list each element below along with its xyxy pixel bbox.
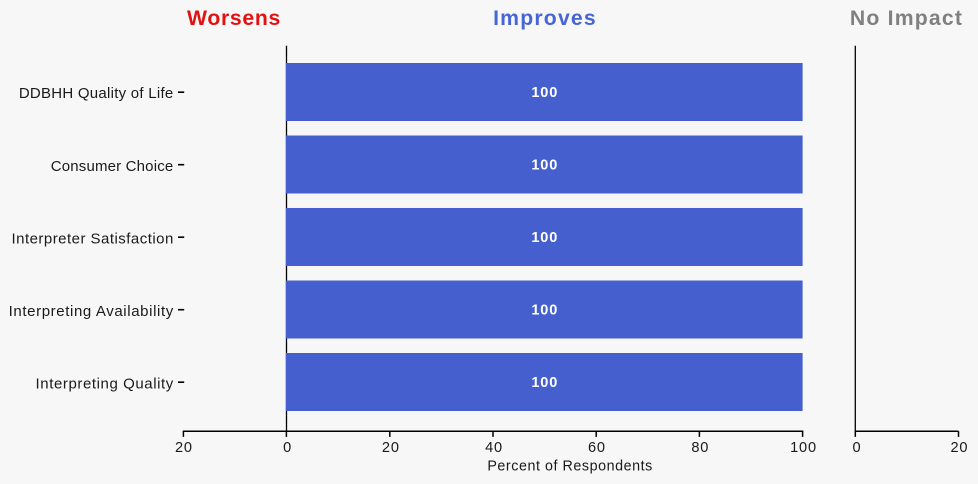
svg-text:DDBHH Quality of Life: DDBHH Quality of Life [19,85,174,102]
svg-text:Interpreting Quality: Interpreting Quality [36,376,174,393]
svg-text:100: 100 [531,230,558,246]
svg-text:100: 100 [531,303,558,319]
svg-text:80: 80 [691,440,709,456]
svg-text:40: 40 [485,440,503,456]
svg-text:Interpreting Availability: Interpreting Availability [9,303,174,320]
svg-text:0: 0 [853,440,862,456]
svg-text:Worsens: Worsens [187,7,281,30]
svg-text:100: 100 [531,375,558,391]
svg-text:Interpreter Satisfaction: Interpreter Satisfaction [11,230,173,247]
svg-text:20: 20 [950,440,968,456]
svg-text:100: 100 [531,158,558,174]
svg-text:Consumer Choice: Consumer Choice [51,158,174,175]
svg-text:Percent of Respondents: Percent of Respondents [487,459,653,475]
svg-text:Improves: Improves [493,7,597,30]
svg-text:100: 100 [531,85,558,101]
svg-text:20: 20 [175,440,193,456]
svg-text:60: 60 [588,440,606,456]
svg-text:20: 20 [382,440,400,456]
svg-text:0: 0 [283,440,292,456]
svg-text:100: 100 [790,440,817,456]
svg-text:No Impact: No Impact [850,7,963,30]
